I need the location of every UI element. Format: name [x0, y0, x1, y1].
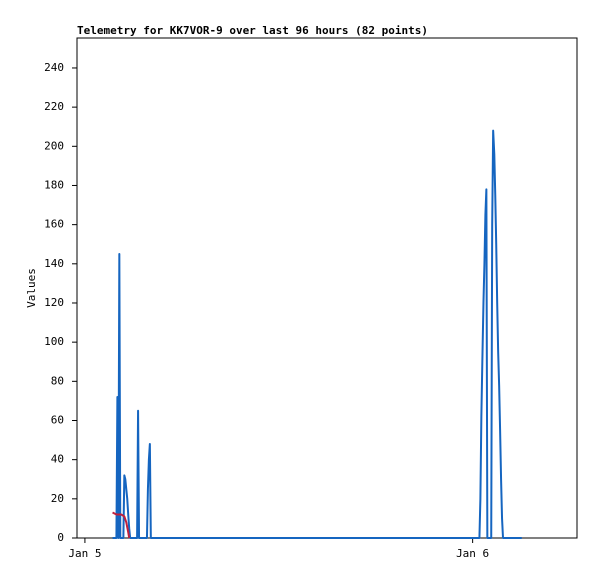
- y-axis-label: Values: [25, 268, 38, 308]
- y-tick-label: 60: [51, 413, 64, 426]
- y-tick-label: 120: [44, 296, 64, 309]
- y-tick-label: 140: [44, 257, 64, 270]
- y-tick-label: 200: [44, 139, 64, 152]
- y-tick-label: 80: [51, 374, 64, 387]
- data-line: [112, 129, 522, 539]
- plot-frame: [76, 37, 578, 539]
- data-line: [112, 511, 131, 539]
- y-tick-label: 20: [51, 492, 64, 505]
- y-tick-label: 100: [44, 335, 64, 348]
- y-tick-label: 40: [51, 453, 64, 466]
- y-tick-label: 0: [57, 531, 64, 544]
- chart-title: Telemetry for KK7VOR-9 over last 96 hour…: [77, 24, 428, 37]
- x-tick-label: Jan 6: [456, 547, 489, 560]
- y-tick-label: 180: [44, 178, 64, 191]
- y-tick-label: 240: [44, 61, 64, 74]
- y-tick-label: 160: [44, 218, 64, 231]
- x-tick-label: Jan 5: [68, 547, 101, 560]
- y-tick-label: 220: [44, 100, 64, 113]
